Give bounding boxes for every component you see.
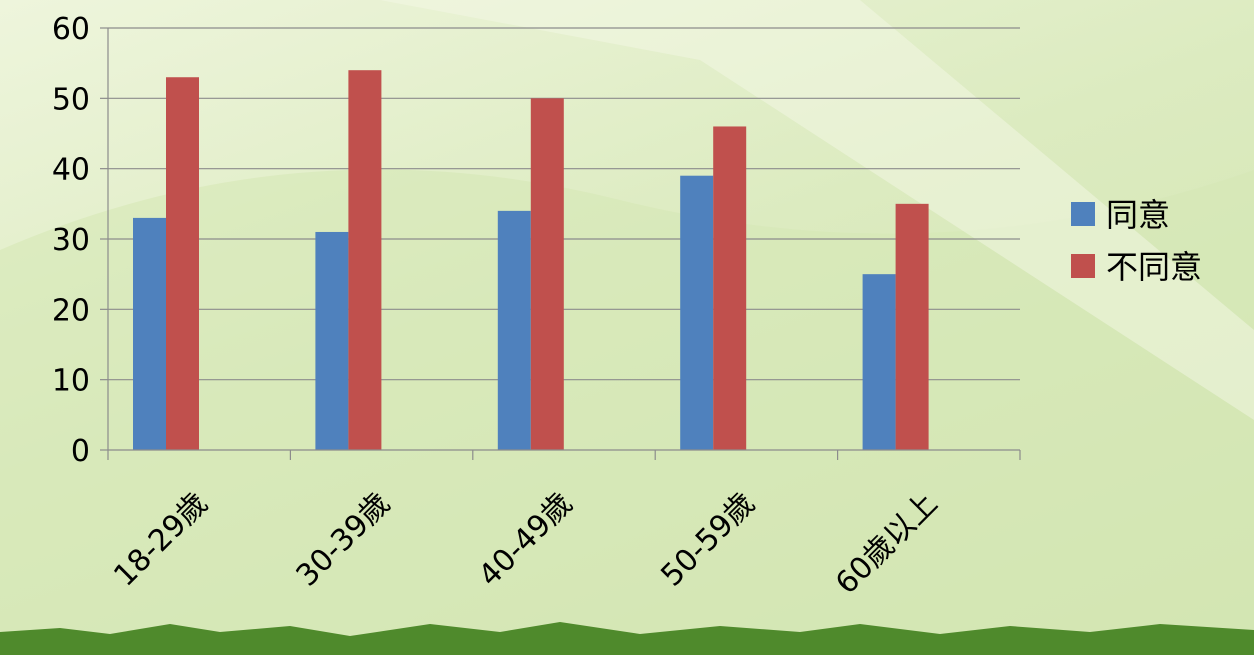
x-tick-label: 40-49歲 (472, 486, 580, 594)
bar-disagree (348, 70, 382, 450)
background-hill (0, 169, 1254, 655)
y-tick-label: 30 (52, 223, 90, 258)
y-axis-ticks: 0 10 20 30 40 50 60 (52, 12, 108, 469)
bar-agree (315, 231, 349, 450)
legend-swatch (1071, 254, 1095, 278)
bar-disagree (166, 77, 199, 450)
x-tick-label: 50-59歲 (654, 486, 762, 594)
bar-disagree (530, 98, 564, 450)
x-tick-label: 60歲以上 (829, 486, 944, 601)
bar-agree (862, 274, 896, 450)
bar-agree (680, 175, 714, 450)
bar-agree (497, 210, 531, 450)
x-tick-label: 30-39歲 (290, 486, 398, 594)
y-tick-label: 20 (52, 293, 90, 328)
x-tick-label: 18-29歲 (107, 486, 215, 594)
y-tick-label: 10 (52, 364, 90, 399)
bar-disagree (713, 126, 747, 450)
legend-label: 同意 (1106, 196, 1170, 234)
y-tick-label: 40 (52, 153, 90, 188)
x-axis-ticks: 18-29歲 30-39歲 40-49歲 50-59歲 60歲以上 (107, 486, 944, 601)
legend-label: 不同意 (1106, 248, 1202, 286)
legend-swatch (1071, 202, 1095, 226)
y-tick-label: 50 (52, 82, 90, 117)
bar-agree (133, 217, 166, 450)
y-tick-label: 60 (52, 12, 90, 47)
bar-disagree (895, 203, 929, 450)
y-tick-label: 0 (71, 434, 90, 469)
bars (133, 70, 929, 450)
grass-strip (0, 622, 1254, 655)
